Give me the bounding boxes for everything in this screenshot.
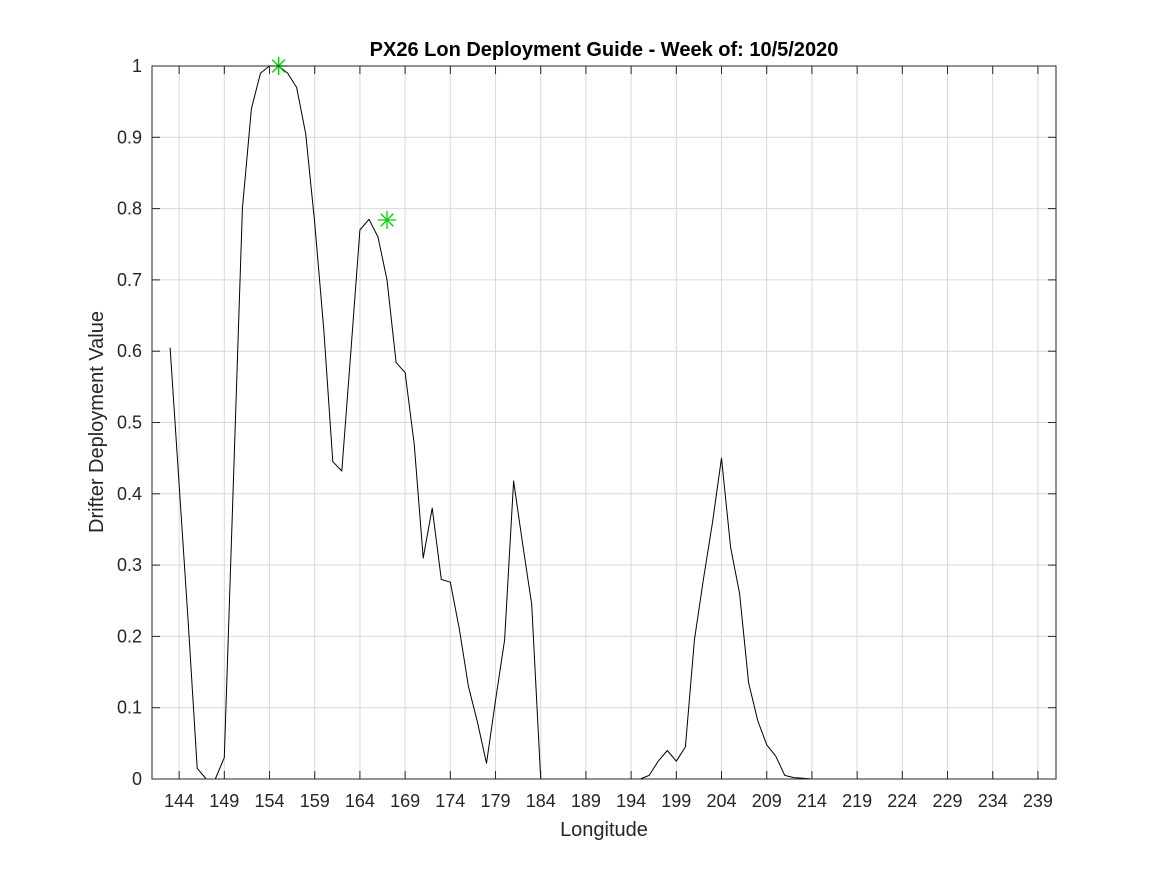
x-tick-label: 189: [571, 791, 601, 811]
x-tick-label: 174: [435, 791, 465, 811]
y-tick-label: 0: [132, 769, 142, 789]
x-axis-label: Longitude: [560, 819, 648, 841]
x-tick-label: 184: [526, 791, 556, 811]
y-tick-label: 1: [132, 56, 142, 76]
peak-marker-stroke: [380, 213, 394, 227]
x-tick-label: 154: [254, 791, 284, 811]
x-tick-label: 199: [661, 791, 691, 811]
y-tick-label: 0.8: [117, 199, 142, 219]
x-tick-label: 159: [300, 791, 330, 811]
x-tick-label: 169: [390, 791, 420, 811]
y-axis-label: Drifter Deployment Value: [86, 311, 108, 533]
y-tick-label: 0.6: [117, 341, 142, 361]
x-tick-label: 234: [978, 791, 1008, 811]
x-tick-label: 164: [345, 791, 375, 811]
y-tick-label: 0.9: [117, 127, 142, 147]
x-tick-label: 179: [480, 791, 510, 811]
peak-marker: [378, 211, 397, 230]
y-tick-label: 0.5: [117, 413, 142, 433]
x-tick-label: 204: [706, 791, 736, 811]
x-tick-label: 194: [616, 791, 646, 811]
y-tick-label: 0.2: [117, 626, 142, 646]
x-tick-label: 239: [1023, 791, 1053, 811]
x-tick-label: 144: [164, 791, 194, 811]
x-tick-label: 224: [887, 791, 917, 811]
x-tick-label: 209: [752, 791, 782, 811]
chart-title: PX26 Lon Deployment Guide - Week of: 10/…: [370, 39, 839, 61]
y-tick-label: 0.7: [117, 270, 142, 290]
x-tick-label: 214: [797, 791, 827, 811]
y-tick-label: 0.3: [117, 555, 142, 575]
x-tick-label: 229: [932, 791, 962, 811]
x-tick-label: 149: [209, 791, 239, 811]
grid: [152, 65, 1056, 780]
x-tick-label: 219: [842, 791, 872, 811]
ticks: 144 149 154 159 164 169 174 179 184 189 194 199 204 2…: [117, 56, 1056, 811]
y-tick-label: 0.1: [117, 698, 142, 718]
y-tick-label: 0.4: [117, 484, 142, 504]
